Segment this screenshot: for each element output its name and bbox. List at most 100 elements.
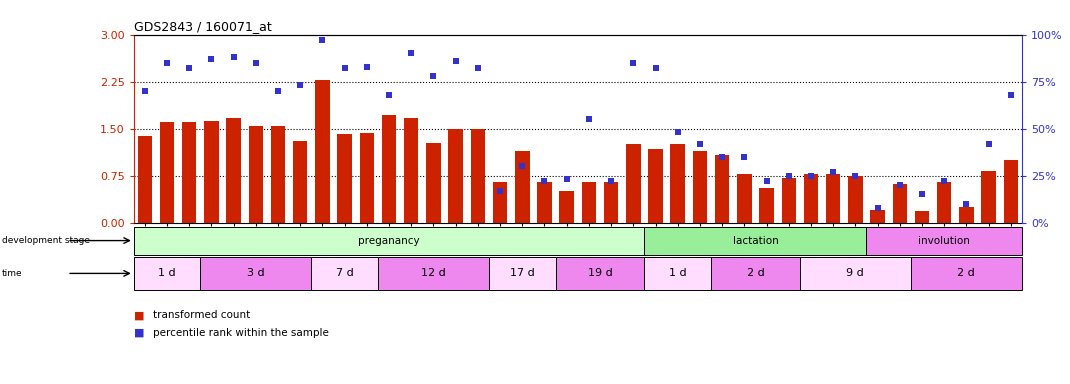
Text: 9 d: 9 d (846, 268, 865, 278)
Point (336, 65, 353, 71)
Bar (311, 257, 378, 290)
Text: 2 d: 2 d (747, 268, 764, 278)
Point (935, 178, 952, 184)
Bar (800, 257, 911, 290)
Bar (626, 144, 641, 223)
Bar (804, 174, 819, 223)
Point (602, 178, 620, 184)
Bar (1004, 160, 1018, 223)
Text: GDS2843 / 160071_at: GDS2843 / 160071_at (134, 20, 272, 33)
Text: 17 d: 17 d (510, 268, 535, 278)
Text: 7 d: 7 d (336, 268, 353, 278)
Bar (671, 144, 685, 223)
Point (958, 201, 975, 207)
Text: transformed count: transformed count (153, 310, 250, 320)
Bar (271, 126, 286, 223)
Point (491, 188, 508, 194)
Point (247, 60, 264, 66)
Text: involution: involution (918, 235, 970, 246)
Point (314, 37, 331, 43)
Bar (316, 80, 330, 223)
Point (758, 178, 775, 184)
Point (580, 116, 597, 122)
Bar (537, 182, 552, 223)
Point (225, 54, 242, 60)
Point (825, 169, 842, 175)
Point (714, 154, 731, 160)
Point (203, 56, 220, 62)
Text: ■: ■ (134, 310, 148, 320)
Text: 1 d: 1 d (158, 268, 175, 278)
Point (846, 173, 863, 179)
Point (470, 65, 487, 71)
Text: 1 d: 1 d (669, 268, 687, 278)
Bar (489, 257, 555, 290)
Bar (493, 182, 507, 223)
Bar (737, 174, 751, 223)
Bar (644, 257, 710, 290)
Bar (515, 151, 530, 223)
Text: percentile rank within the sample: percentile rank within the sample (153, 328, 328, 338)
Bar (911, 257, 1022, 290)
Bar (404, 118, 418, 223)
Point (559, 176, 576, 182)
Bar (560, 191, 574, 223)
Point (181, 65, 198, 71)
Bar (915, 212, 929, 223)
Point (425, 73, 442, 79)
Text: 3 d: 3 d (247, 268, 264, 278)
Bar (849, 176, 862, 223)
Bar (959, 207, 974, 223)
Point (691, 141, 708, 147)
Bar (204, 121, 218, 223)
Bar (892, 184, 907, 223)
Bar (981, 171, 996, 223)
Point (447, 58, 464, 64)
Bar (781, 177, 796, 223)
Bar (182, 122, 197, 223)
Bar (582, 182, 596, 223)
Point (736, 154, 753, 160)
Point (292, 82, 309, 88)
Text: 19 d: 19 d (587, 268, 612, 278)
Point (1003, 92, 1020, 98)
Bar (867, 227, 1022, 255)
Point (647, 65, 664, 71)
Bar (826, 174, 840, 223)
Bar (337, 134, 352, 223)
Text: 2 d: 2 d (958, 268, 975, 278)
Bar (471, 129, 485, 223)
Point (514, 163, 531, 169)
Bar (648, 149, 662, 223)
Point (158, 60, 175, 66)
Point (358, 63, 376, 70)
Bar (715, 155, 730, 223)
Text: time: time (2, 269, 22, 278)
Point (669, 129, 686, 136)
Bar (760, 188, 774, 223)
Point (536, 178, 553, 184)
Bar (134, 227, 644, 255)
Bar (227, 118, 241, 223)
Bar (555, 257, 644, 290)
Point (402, 50, 419, 56)
Point (869, 205, 886, 211)
Text: preganancy: preganancy (358, 235, 419, 246)
Bar (248, 126, 263, 223)
Bar (159, 122, 174, 223)
Point (802, 173, 820, 179)
Bar (870, 210, 885, 223)
Bar (692, 151, 707, 223)
Bar (378, 257, 489, 290)
Point (381, 92, 398, 98)
Point (270, 88, 287, 94)
Bar (293, 141, 307, 223)
Point (980, 141, 997, 147)
Bar (138, 136, 152, 223)
Bar (644, 227, 867, 255)
Point (625, 60, 642, 66)
Bar (360, 133, 374, 223)
Point (914, 192, 931, 198)
Bar (603, 182, 618, 223)
Text: ■: ■ (134, 328, 148, 338)
